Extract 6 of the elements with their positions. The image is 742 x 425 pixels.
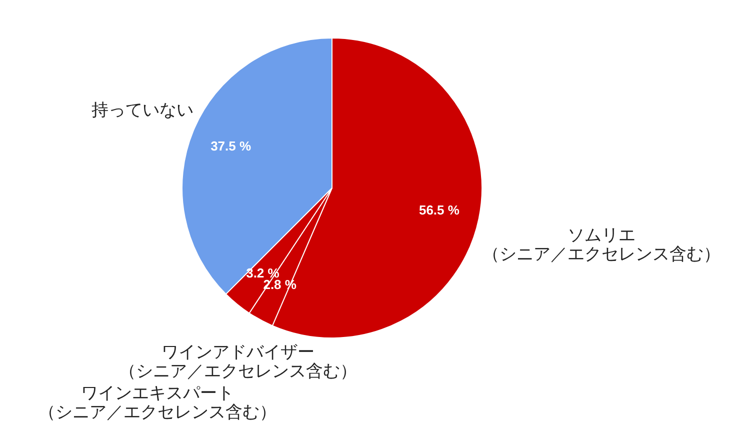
data-label: 37.5 % (210, 138, 252, 154)
slice-label: ワインアドバイザー（シニア／エクセレンス含む） (119, 342, 358, 381)
data-label: 56.5 % (418, 202, 460, 218)
slice-label: 持っていない (92, 100, 194, 120)
slice-label: ソムリエ（シニア／エクセレンス含む） (482, 225, 720, 264)
slice-label: ワインエキスパート（シニア／エクセレンス含む） (38, 383, 276, 422)
